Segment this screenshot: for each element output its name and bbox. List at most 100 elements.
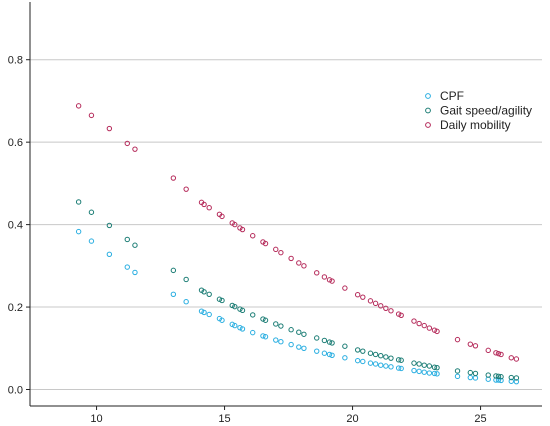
x-axis-ticks: 10 15 20 25: [90, 406, 487, 425]
data-point: [467, 374, 474, 381]
data-point: [321, 350, 328, 356]
y-tick-label: 0.2: [8, 302, 23, 314]
data-point: [314, 270, 320, 276]
data-point: [508, 355, 514, 361]
data-point: [314, 348, 320, 354]
data-point: [296, 344, 302, 350]
data-point: [201, 289, 207, 295]
series-0: [75, 228, 520, 385]
data-point: [124, 236, 130, 243]
data-point: [378, 303, 384, 309]
data-point: [372, 351, 379, 358]
data-point: [342, 355, 348, 361]
data-point: [434, 328, 440, 335]
data-point: [388, 364, 394, 370]
data-point: [250, 329, 256, 336]
data-point: [229, 302, 235, 309]
data-point: [273, 321, 279, 327]
data-point: [124, 140, 130, 147]
data-point: [493, 373, 499, 379]
data-point: [411, 360, 417, 366]
data-point: [472, 370, 479, 377]
data-point: [454, 336, 461, 343]
data-point: [395, 365, 402, 371]
data-point: [513, 378, 520, 385]
data-point: [378, 362, 384, 368]
data-point: [372, 300, 379, 307]
data-point: [260, 316, 266, 322]
data-point: [262, 334, 269, 340]
data-point: [250, 312, 256, 318]
data-point: [273, 337, 279, 343]
data-point: [383, 354, 389, 360]
y-tick-label: 0.4: [8, 220, 23, 232]
data-point: [378, 353, 384, 359]
data-point: [426, 370, 433, 376]
y-tick-label: 0.0: [8, 385, 23, 397]
data-point: [232, 221, 238, 228]
data-point: [75, 228, 82, 235]
data-point: [329, 278, 335, 284]
data-point: [124, 264, 130, 270]
data-point: [472, 375, 479, 381]
series-1: [75, 199, 520, 381]
data-point: [260, 333, 266, 339]
data-point: [498, 377, 504, 384]
data-point: [106, 125, 113, 132]
data-point: [75, 199, 82, 205]
data-point: [495, 377, 502, 383]
data-point: [288, 255, 294, 262]
legend-label: CPF: [440, 89, 464, 103]
data-point: [431, 327, 438, 333]
data-point: [201, 309, 207, 316]
data-point: [232, 322, 238, 329]
x-tick-label: 15: [218, 413, 230, 425]
data-point: [232, 303, 238, 310]
data-point: [431, 370, 438, 377]
data-point: [301, 331, 307, 337]
data-point: [372, 361, 379, 367]
data-point: [426, 363, 433, 369]
data-point: [421, 322, 427, 329]
legend-marker: [425, 107, 431, 114]
data-point: [301, 345, 307, 351]
data-point: [367, 298, 374, 304]
data-point: [250, 233, 256, 239]
data-point: [239, 226, 246, 233]
data-point: [383, 305, 389, 311]
data-point: [321, 337, 328, 344]
data-point: [229, 321, 235, 328]
x-tick-label: 10: [90, 413, 102, 425]
x-tick-label: 25: [474, 413, 486, 425]
data-point: [485, 372, 491, 378]
data-point: [342, 285, 348, 291]
legend-marker: [425, 93, 431, 99]
data-point: [278, 323, 284, 329]
data-point: [288, 327, 294, 333]
data-point: [342, 343, 348, 349]
series-2: [75, 103, 520, 362]
data-point: [416, 368, 422, 375]
data-point: [329, 352, 335, 358]
data-point: [498, 351, 504, 358]
data-point: [201, 201, 207, 208]
data-point: [467, 341, 474, 347]
data-point: [467, 369, 474, 376]
data-point: [329, 340, 335, 346]
data-point: [388, 355, 394, 361]
data-point: [326, 351, 333, 358]
y-tick-label: 0.8: [8, 55, 23, 67]
data-point: [495, 373, 502, 380]
data-point: [383, 363, 389, 369]
data-point: [132, 146, 138, 152]
data-point: [388, 308, 394, 314]
data-point: [183, 276, 189, 283]
data-point: [88, 112, 95, 119]
data-point: [262, 240, 269, 247]
data-point: [360, 294, 366, 300]
data-point: [398, 365, 404, 372]
data-point: [454, 373, 461, 380]
data-point: [296, 329, 302, 335]
data-point: [513, 356, 520, 362]
